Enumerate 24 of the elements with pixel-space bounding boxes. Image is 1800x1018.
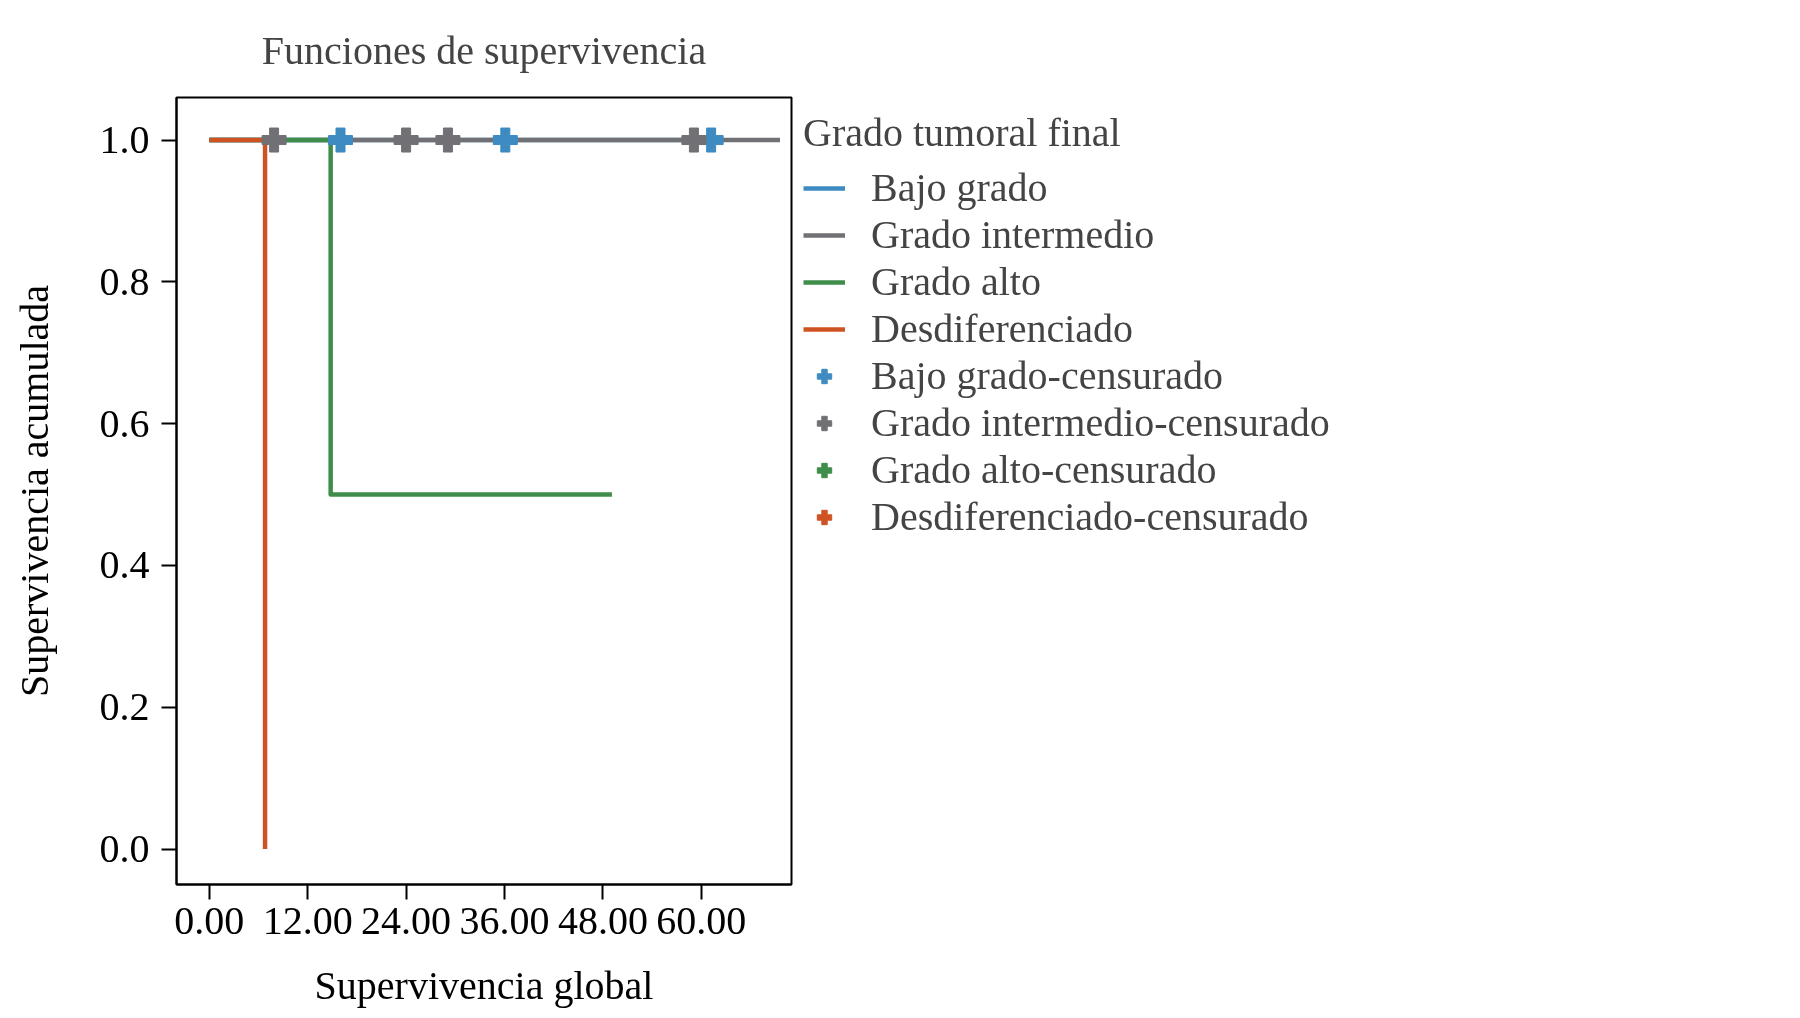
legend-title: Grado tumoral final <box>803 109 1122 156</box>
legend-label: Desdiferenciado-censurado <box>871 493 1309 540</box>
legend-label: Grado intermedio-censurado <box>871 399 1330 446</box>
legend-label: Grado intermedio <box>871 211 1155 258</box>
y-axis-title: Supervivencia acumulada <box>11 284 57 698</box>
y-tick-label: 0.6 <box>99 400 150 446</box>
legend-label: Grado alto-censurado <box>871 446 1217 493</box>
y-tick-label: 0.0 <box>99 826 150 872</box>
legend-label: Bajo grado <box>871 164 1048 211</box>
legend-label: Grado alto <box>871 258 1041 305</box>
chart-title: Funciones de supervivencia <box>261 27 707 73</box>
x-tick-label: 36.00 <box>459 897 550 943</box>
x-tick-label: 48.00 <box>557 897 648 943</box>
legend-label: Desdiferenciado <box>871 305 1134 352</box>
x-tick-label: 0.00 <box>174 897 245 943</box>
y-tick-label: 1.0 <box>99 117 150 163</box>
y-tick-label: 0.8 <box>99 258 150 304</box>
x-tick-label: 24.00 <box>361 897 452 943</box>
y-tick-label: 0.2 <box>99 684 150 730</box>
x-axis-title: Supervivencia global <box>314 962 654 1008</box>
y-tick-label: 0.4 <box>99 542 150 588</box>
legend-label: Bajo grado-censurado <box>871 352 1224 399</box>
x-tick-label: 60.00 <box>656 897 747 943</box>
x-tick-label: 12.00 <box>262 897 353 943</box>
